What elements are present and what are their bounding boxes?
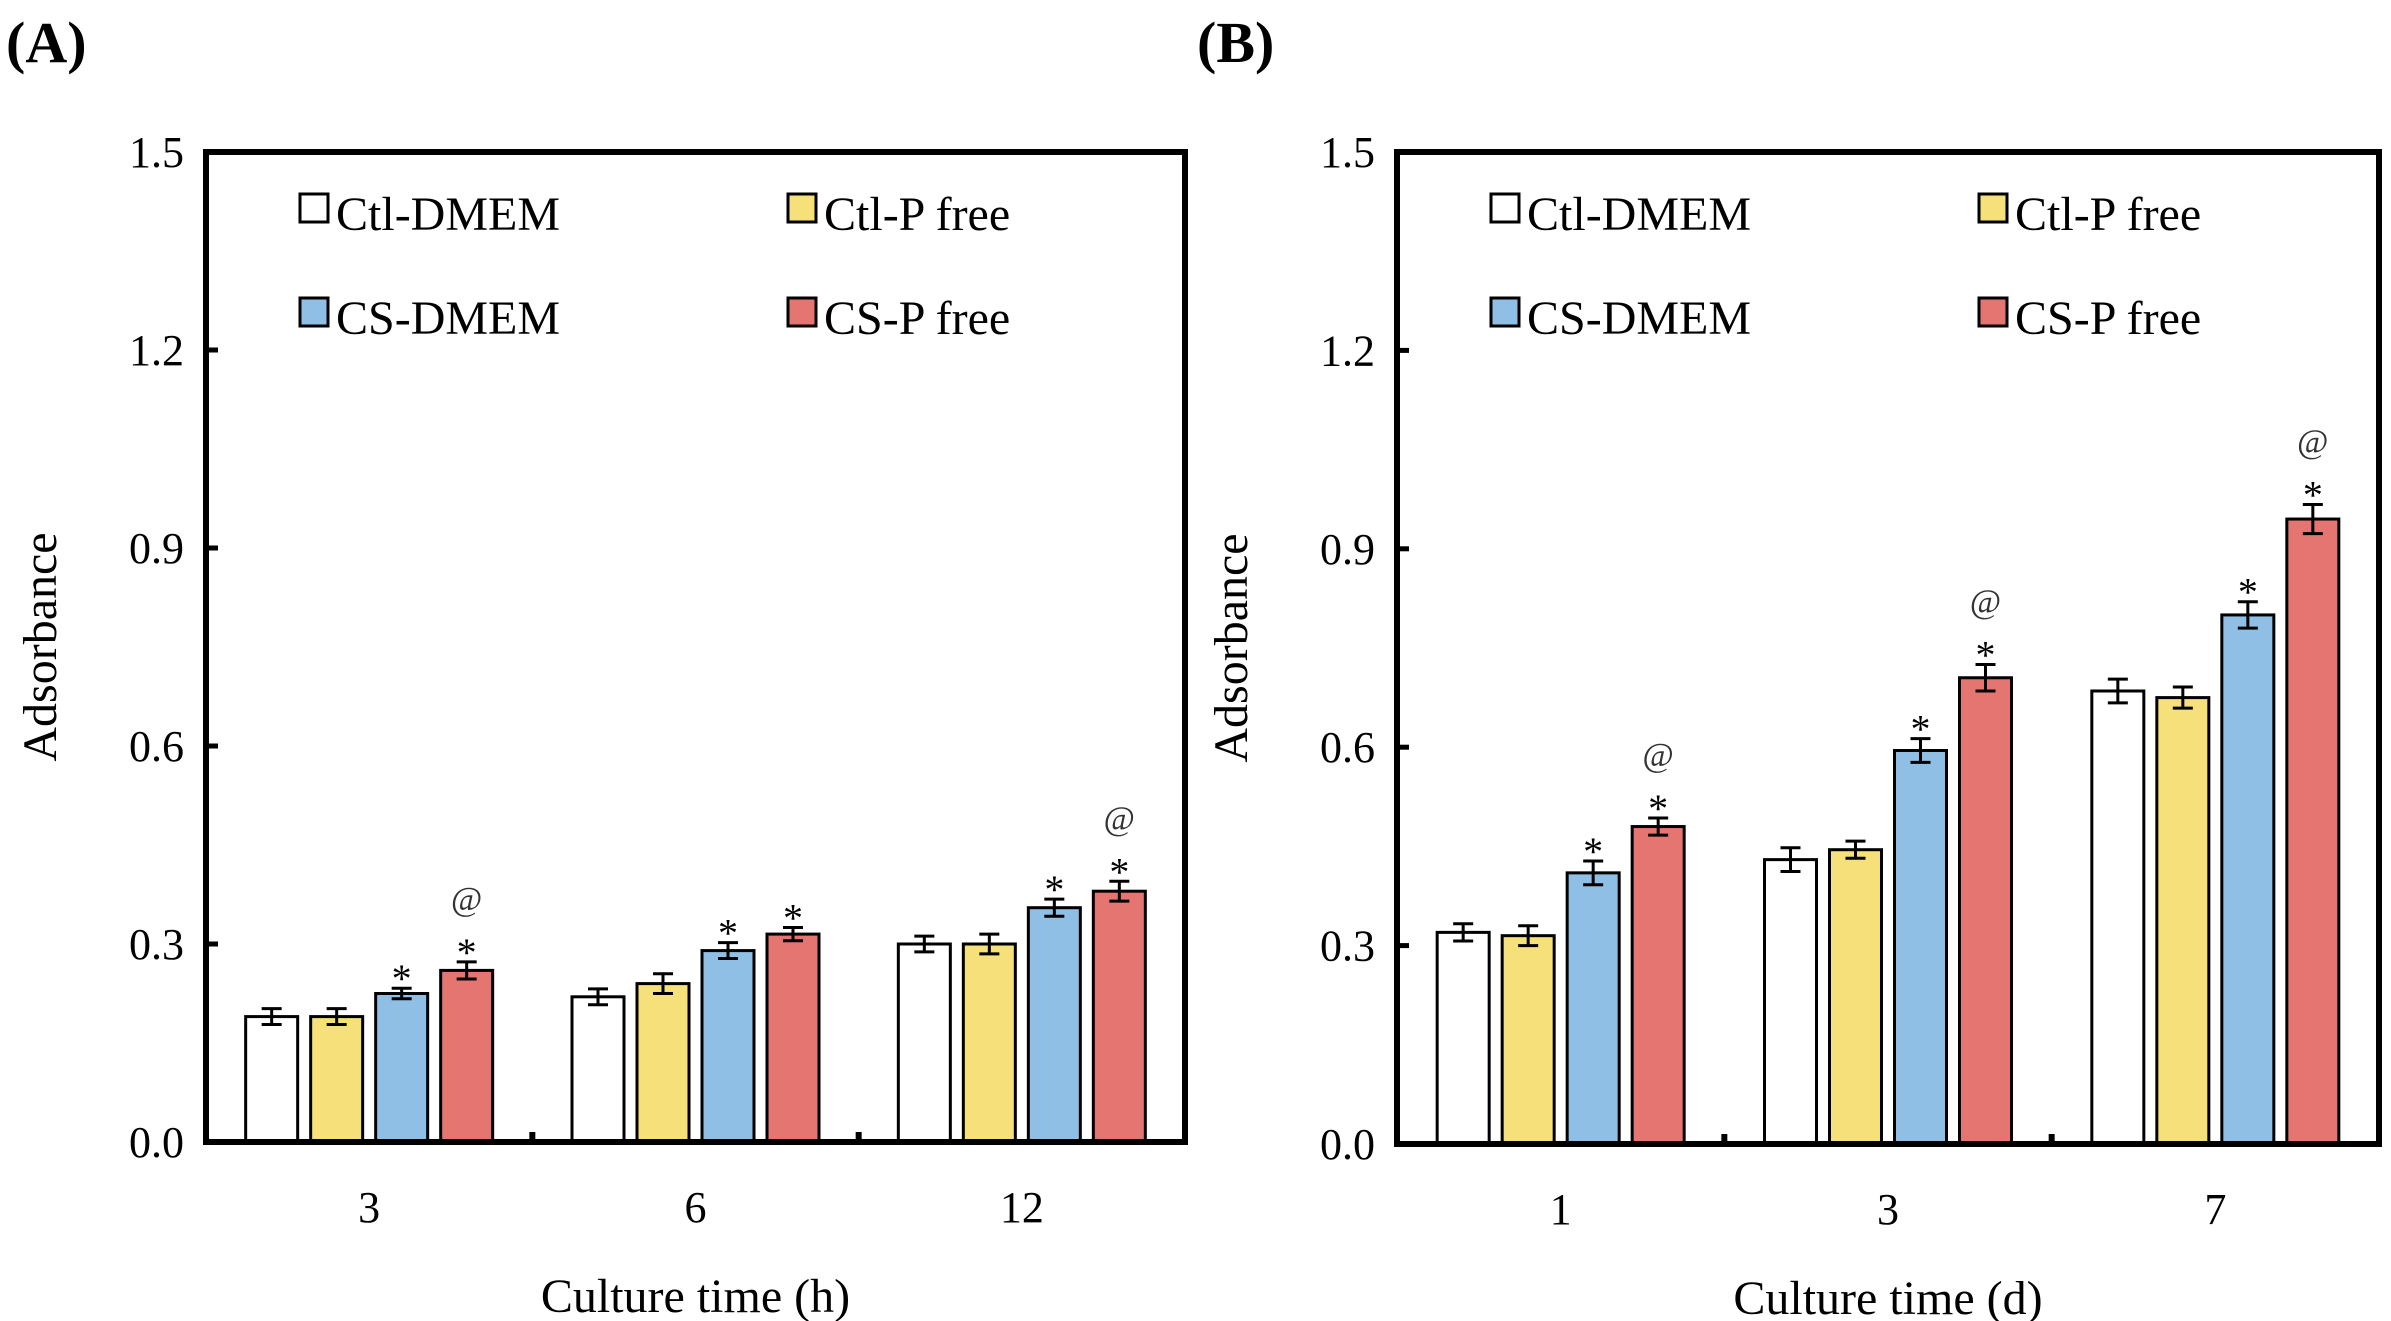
y-tick-label: 0.0 [129,1118,184,1167]
bar [635,982,691,1144]
legend-label: Ctl-DMEM [336,188,560,241]
y-tick-label: 0.6 [129,722,184,771]
bar [700,949,756,1144]
legend-label: Ctl-DMEM [1527,188,1751,241]
y-tick-label: 1.2 [1320,326,1375,375]
y-tick-label: 0.3 [1320,922,1375,971]
bar [309,1015,365,1144]
significance-at: @ [1643,737,1674,774]
legend-swatch [1489,192,1521,224]
y-tick-label: 0.3 [129,920,184,969]
significance-star: * [1109,849,1129,894]
legend-swatch [786,192,818,224]
y-tick-label: 0.9 [129,524,184,573]
bar [570,995,626,1144]
plot-frame [1394,149,2382,1147]
bar [1828,848,1883,1146]
legend: Ctl-DMEM Ctl-P free CS-DMEM CS-P free [1489,188,2201,345]
significance-at: @ [2297,423,2328,460]
legend-swatch [1977,192,2009,224]
bar [1026,906,1082,1144]
legend-label: Ctl-P free [824,188,1010,241]
x-axis-label: Culture time (h) [541,1270,850,1321]
bar [439,968,495,1144]
significance-star: * [1648,786,1668,831]
legend-swatch [1489,296,1521,328]
y-axis-label: Adsorbance [1205,533,1258,762]
bar [1958,676,2013,1146]
panel-a: (A) 0.0 0.3 0.6 0.9 1.2 1.5 Adsorbance 3 * * @6 * * 12… [6,10,1188,1321]
bar [765,932,821,1144]
y-tick-label: 0.6 [1320,723,1375,772]
legend-swatch [298,192,330,224]
significance-star: * [783,896,803,941]
significance-star: * [1044,867,1064,912]
plot-frame [203,149,1188,1145]
x-axis-label: Culture time (d) [1733,1272,2042,1321]
legend-label: CS-DMEM [1527,292,1751,345]
y-tick-label: 1.2 [129,326,184,375]
bar [1630,825,1686,1146]
y-axis-label: Adsorbance [14,532,67,761]
legend-swatch [298,296,330,328]
bar [896,942,952,1144]
bar [1763,858,1818,1146]
significance-at: @ [451,881,482,918]
bar [2285,517,2341,1146]
x-tick-label: 6 [685,1183,707,1232]
y-tick-label: 1.5 [1320,128,1375,177]
legend-label: Ctl-P free [2015,188,2201,241]
legend-label: CS-P free [2015,292,2201,345]
x-tick-label: 7 [2204,1185,2226,1234]
x-tick-label: 12 [1000,1183,1044,1232]
significance-star: * [1911,707,1931,752]
significance-star: * [457,930,477,975]
bar [1893,749,1948,1146]
significance-star: * [2303,472,2323,517]
bar [244,1015,300,1144]
significance-star: * [1976,633,1996,678]
significance-at: @ [1970,584,2001,621]
significance-at: @ [1104,800,1135,837]
legend-label: CS-P free [824,292,1010,345]
x-tick-label: 3 [1877,1185,1899,1234]
y-tick-label: 0.9 [1320,525,1375,574]
y-tick-label: 0.0 [1320,1120,1375,1169]
legend: Ctl-DMEM Ctl-P free CS-DMEM CS-P free [298,188,1010,345]
significance-star: * [718,911,738,956]
panel-label: (B) [1197,10,1274,75]
panel-label: (A) [6,10,87,75]
x-tick-label: 1 [1550,1185,1572,1234]
bar [2220,613,2276,1146]
bar [1091,889,1147,1144]
panel-b: (B) 0.0 0.3 0.6 0.9 1.2 1.5 Adsorbance 1 * * @3 * * @7… [1197,10,2382,1321]
y-tick-label: 1.5 [129,128,184,177]
significance-star: * [2238,570,2258,615]
legend-label: CS-DMEM [336,292,560,345]
significance-star: * [1583,829,1603,874]
bar [961,942,1017,1144]
bar [1435,930,1491,1146]
legend-swatch [1977,296,2009,328]
bar [1565,871,1621,1146]
bar [1500,934,1556,1146]
significance-star: * [392,956,412,1001]
bar [2090,689,2146,1146]
bar [2155,696,2211,1146]
x-tick-label: 3 [358,1183,380,1232]
bar [374,992,430,1144]
legend-swatch [786,296,818,328]
